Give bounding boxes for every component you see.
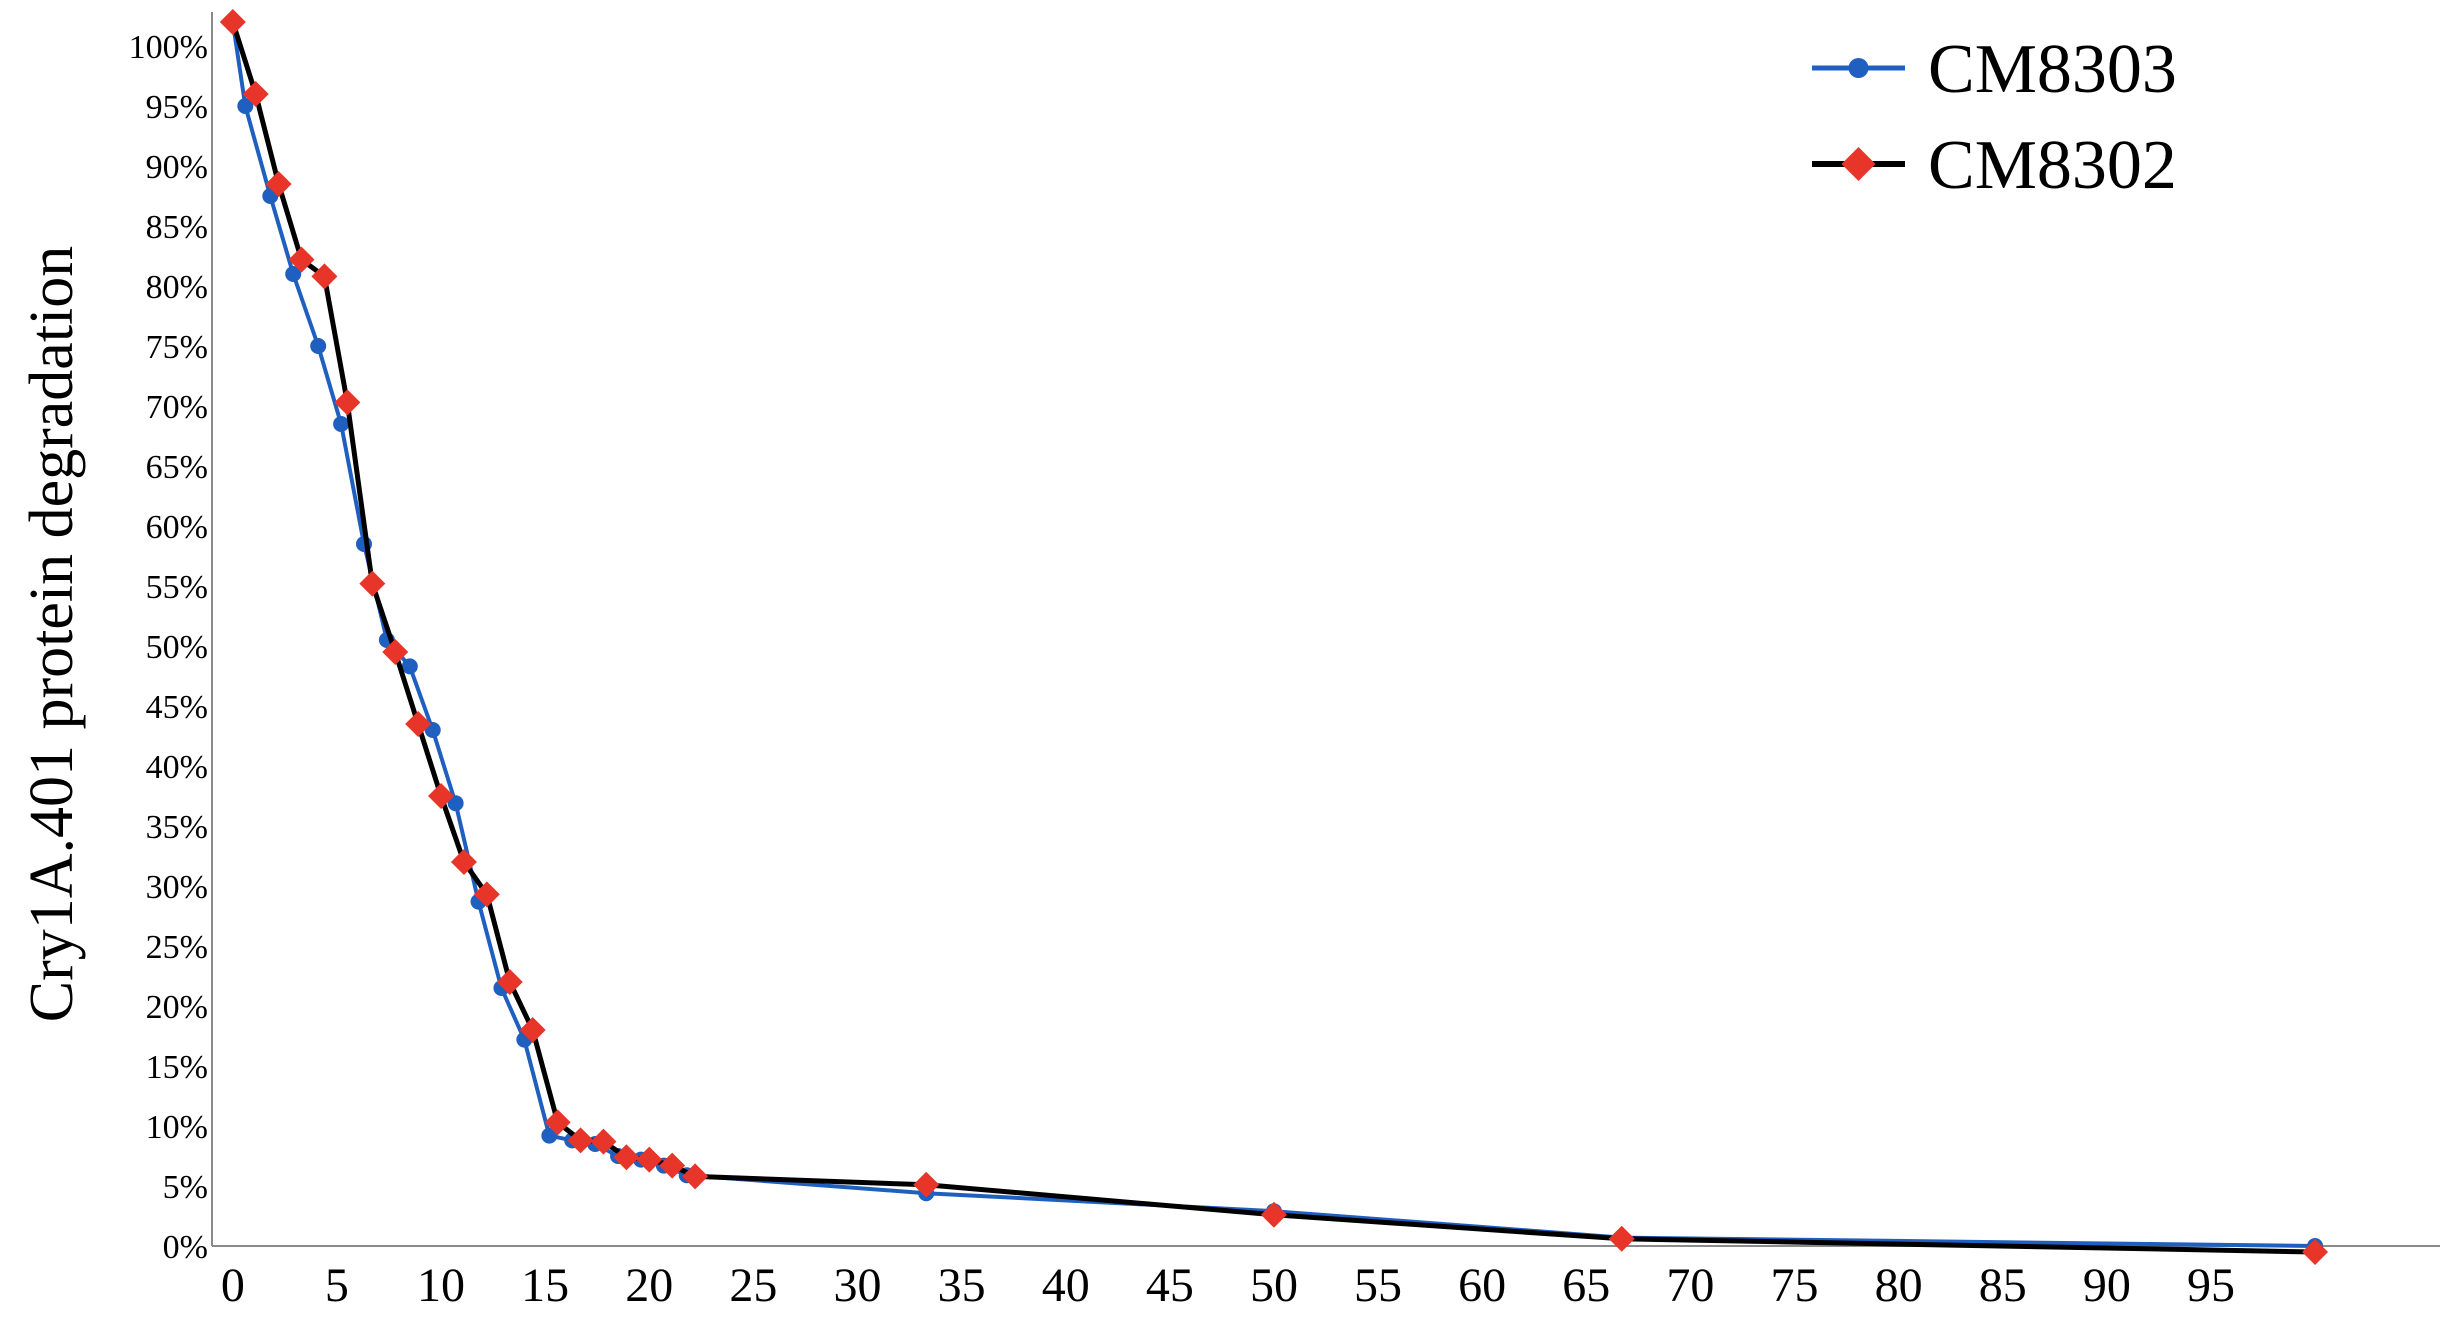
data-point: [401, 658, 418, 675]
data-point: [288, 246, 315, 273]
x-tick-label: 90: [2083, 1259, 2131, 1312]
x-tick-label: 70: [1666, 1259, 1714, 1312]
legend-marker: [1841, 147, 1876, 181]
y-tick-label: 85%: [146, 209, 208, 246]
x-tick-label: 60: [1458, 1259, 1506, 1312]
data-point: [541, 1127, 558, 1144]
data-point: [496, 969, 523, 995]
legend-item: CM8302: [1812, 127, 2177, 204]
x-tick-label: 50: [1250, 1259, 1298, 1312]
y-tick-label: 15%: [146, 1049, 208, 1086]
x-tick-label: 95: [2187, 1259, 2235, 1312]
y-tick-label: 95%: [146, 89, 208, 126]
x-tick-label: 20: [625, 1259, 673, 1312]
data-point: [519, 1017, 546, 1043]
x-tick-label: 30: [833, 1259, 881, 1312]
x-tick-label: 25: [729, 1259, 777, 1312]
data-point: [450, 849, 477, 875]
x-tick-label: 40: [1042, 1259, 1090, 1312]
data-point: [359, 570, 386, 597]
legend-item: CM8303: [1812, 31, 2177, 108]
y-tick-label: 5%: [163, 1169, 208, 1206]
legend-label: CM8303: [1928, 31, 2177, 108]
data-point: [285, 266, 302, 282]
data-point: [311, 263, 338, 290]
x-tick-label: 5: [325, 1259, 349, 1312]
data-point: [265, 171, 292, 197]
series-CM8302: [219, 9, 2329, 1265]
y-tick-labels: 0% 5% 10% 15% 20% 25% 30% 35% 40% 45% 50% 55% 60% 65%…: [129, 29, 208, 1266]
data-point: [405, 711, 432, 737]
data-point: [237, 98, 254, 114]
y-tick-label: 60%: [146, 509, 208, 546]
y-tick-label: 90%: [146, 149, 208, 186]
x-tick-label: 85: [1979, 1259, 2027, 1312]
legend-marker: [1848, 58, 1869, 78]
series-line: [230, 21, 2316, 1248]
series-line: [230, 21, 2316, 1255]
y-tick-label: 10%: [146, 1109, 208, 1146]
data-point: [473, 881, 500, 908]
y-tick-label: 100%: [129, 29, 208, 66]
data-point: [682, 1163, 709, 1190]
y-tick-label: 80%: [146, 269, 208, 306]
y-tick-label: 35%: [146, 809, 208, 846]
data-point: [659, 1152, 686, 1179]
y-tick-label: 45%: [146, 689, 208, 726]
x-tick-label: 80: [1875, 1259, 1923, 1312]
y-tick-label: 40%: [146, 749, 208, 786]
x-tick-label: 10: [417, 1259, 465, 1312]
data-point: [567, 1127, 594, 1154]
legend: CM8303 CM8302: [1812, 31, 2177, 204]
series-lines: [219, 9, 2329, 1265]
data-point: [544, 1109, 571, 1136]
data-point: [219, 9, 246, 35]
data-point: [1260, 1201, 1287, 1228]
data-point: [1608, 1225, 1635, 1252]
data-point: [382, 639, 409, 665]
legend-label: CM8302: [1928, 127, 2177, 204]
x-tick-label: 35: [938, 1259, 986, 1312]
data-point: [636, 1146, 663, 1173]
data-point: [447, 795, 464, 812]
data-point: [428, 783, 455, 809]
data-point: [613, 1144, 640, 1171]
data-point: [2302, 1239, 2329, 1265]
data-point: [590, 1128, 617, 1155]
y-tick-label: 55%: [146, 569, 208, 606]
x-tick-label: 15: [521, 1259, 569, 1312]
y-tick-label: 75%: [146, 329, 208, 366]
y-tick-label: 0%: [163, 1229, 208, 1266]
x-tick-label: 75: [1771, 1259, 1819, 1312]
y-axis-label: Cry1A.401 protein degradation: [18, 246, 86, 1023]
y-tick-label: 65%: [146, 449, 208, 486]
y-tick-label: 20%: [146, 989, 208, 1026]
y-tick-label: 50%: [146, 629, 208, 666]
data-point: [310, 338, 327, 354]
y-tick-label: 25%: [146, 929, 208, 966]
x-tick-label: 45: [1146, 1259, 1194, 1312]
x-tick-label: 0: [221, 1259, 245, 1312]
data-point: [334, 389, 361, 416]
data-point: [913, 1171, 940, 1198]
data-point: [242, 81, 269, 107]
data-point: [333, 416, 350, 432]
y-tick-label: 70%: [146, 389, 208, 426]
x-tick-labels: 0 5 10 15 20 25 30 35 40 45 50 55 60 65 70 75 80 85 90 95: [221, 1259, 2235, 1312]
x-tick-label: 65: [1562, 1259, 1610, 1312]
y-tick-label: 30%: [146, 869, 208, 906]
x-tick-label: 55: [1354, 1259, 1402, 1312]
